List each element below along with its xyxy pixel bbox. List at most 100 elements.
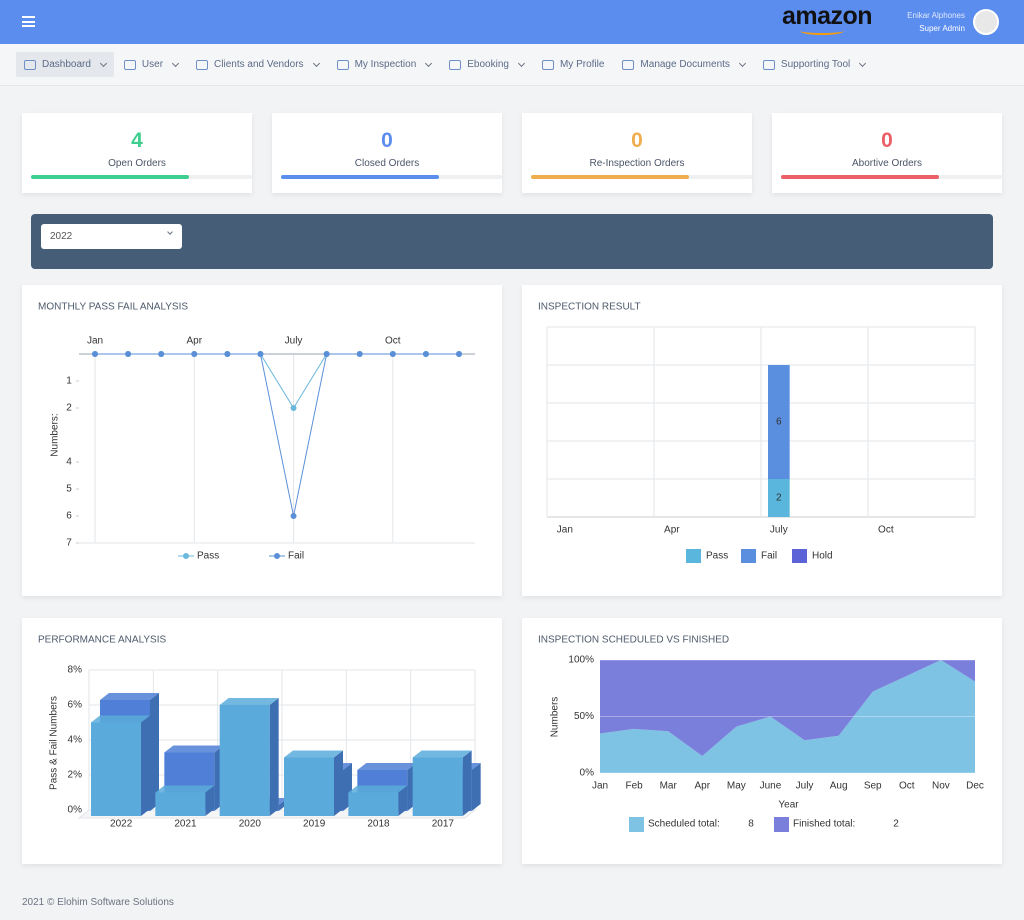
value-label: 6 xyxy=(776,417,782,428)
year-select[interactable]: 2022 xyxy=(41,224,182,249)
y-tick-label: 100% xyxy=(568,655,594,666)
point xyxy=(422,351,429,357)
nav-label: Clients and Vendors xyxy=(214,59,304,70)
x-tick-label: Dec xyxy=(966,781,984,792)
chevron xyxy=(167,229,173,235)
legend-label: Hold xyxy=(812,551,833,562)
stat-label: Closed Orders xyxy=(354,158,420,169)
bar-top xyxy=(219,698,279,705)
x-tick-label: July xyxy=(770,525,788,536)
chevron xyxy=(738,59,746,67)
x-tick-label: May xyxy=(727,781,746,792)
user-role: Super Admin xyxy=(919,24,965,33)
legend-swatch xyxy=(741,549,756,563)
area xyxy=(600,660,975,757)
nav-item[interactable]: Ebooking xyxy=(441,52,532,77)
bar xyxy=(284,757,334,816)
nav-label: My Profile xyxy=(559,59,605,70)
legend-label: Pass xyxy=(197,551,219,562)
nav-item[interactable]: Dashboard xyxy=(16,52,114,77)
area xyxy=(600,660,975,773)
legend-total: 2 xyxy=(893,819,899,830)
x-tick-label: 2022 xyxy=(110,819,133,830)
point xyxy=(356,351,363,357)
nav-icon xyxy=(449,59,462,70)
x-tick-label: Jan xyxy=(87,336,103,347)
y-tick-label: 1 xyxy=(66,376,72,387)
y-tick-label: 6 xyxy=(66,511,72,522)
chart: MONTHLY PASS FAIL ANALYSIS Jan Apr July Oct 1… xyxy=(38,302,475,562)
series-line xyxy=(95,353,459,517)
bar xyxy=(348,792,399,816)
nav-item[interactable]: Manage Documents xyxy=(614,52,753,77)
legend-swatch xyxy=(629,817,644,832)
point xyxy=(456,351,462,357)
stat-value: 0 xyxy=(881,129,893,152)
stat-value: 0 xyxy=(631,129,643,152)
stat-value: 0 xyxy=(381,129,393,152)
legend-label: Scheduled total: xyxy=(648,819,720,830)
nav-bar: Dashboard User Clients and Vendors My Inspe… xyxy=(0,44,1024,86)
legend-label: Finished total: xyxy=(793,819,855,830)
avatar[interactable] xyxy=(973,9,999,35)
menu-button[interactable] xyxy=(22,16,35,27)
x-tick-label: Mar xyxy=(660,781,678,792)
nav-icon xyxy=(762,59,775,70)
stat-value: 4 xyxy=(131,129,143,152)
chart-title: PERFORMANCE ANALYSIS xyxy=(38,635,167,646)
y-tick-label: 4% xyxy=(68,735,83,746)
top-bar: amazon Enikar Alphones Super Admin xyxy=(0,0,1024,44)
y-axis-label: Numbers xyxy=(550,697,561,738)
legend-swatch xyxy=(792,549,807,563)
nav-item[interactable]: My Profile xyxy=(534,52,612,77)
point xyxy=(224,351,231,357)
point xyxy=(191,351,198,357)
nav-label: Manage Documents xyxy=(640,59,730,70)
x-tick-label: 2020 xyxy=(239,819,262,830)
nav-label: My Inspection xyxy=(354,59,417,70)
nav-item[interactable]: Supporting Tool xyxy=(755,52,873,77)
nav-item[interactable]: My Inspection xyxy=(329,52,440,77)
progress-track xyxy=(281,175,502,179)
x-tick-label: Sep xyxy=(864,781,882,792)
x-tick-label: June xyxy=(760,781,782,792)
chart-card: INSPECTION RESULT Jan Apr July Oct 2 6 Pass Fail… xyxy=(522,285,1002,596)
point xyxy=(92,351,98,357)
legend-swatch xyxy=(686,549,701,563)
legend-label: Fail xyxy=(288,551,304,562)
bar-side xyxy=(334,750,343,816)
bar-segment xyxy=(768,479,790,517)
legend-marker xyxy=(274,553,280,559)
y-tick-label: 4 xyxy=(66,457,72,468)
bar xyxy=(91,722,141,816)
progress-bar xyxy=(281,175,439,179)
logo: amazon xyxy=(782,2,873,30)
series-line xyxy=(95,353,459,409)
stat-card: 0 Closed Orders xyxy=(272,113,502,193)
progress-track xyxy=(781,175,1002,179)
chart: INSPECTION SCHEDULED VS FINISHED Schedule… xyxy=(538,635,984,832)
nav-icon xyxy=(622,59,635,70)
nav-icon xyxy=(336,59,349,70)
nav-icon xyxy=(196,59,209,70)
nav-item[interactable]: User xyxy=(116,52,186,77)
progress-bar xyxy=(531,175,689,179)
bar-top xyxy=(164,745,224,753)
nav-item[interactable]: Clients and Vendors xyxy=(188,52,327,77)
y-tick-label: 5 xyxy=(66,484,72,495)
legend-swatch xyxy=(774,817,789,832)
stat-card: 0 Abortive Orders xyxy=(772,113,1002,193)
nav-icon xyxy=(24,59,36,70)
y-tick-label: 2 xyxy=(66,403,72,414)
y-axis-label: Pass & Fail Numbers xyxy=(49,696,60,790)
bar-segment xyxy=(768,365,790,479)
nav-icon xyxy=(123,59,136,70)
chart: INSPECTION RESULT Jan Apr July Oct 2 6 Pass Fail… xyxy=(538,302,976,563)
chart: PERFORMANCE ANALYSIS 0% 2% 4% 6% 8% 2022 2021 20… xyxy=(38,635,481,830)
bar-side xyxy=(471,763,481,811)
footer: 2021 © Elohim Software Solutions xyxy=(22,897,174,908)
y-tick-label: 7 xyxy=(66,538,72,549)
y-tick-label: 2% xyxy=(68,770,83,781)
x-tick-label: 2018 xyxy=(367,819,390,830)
